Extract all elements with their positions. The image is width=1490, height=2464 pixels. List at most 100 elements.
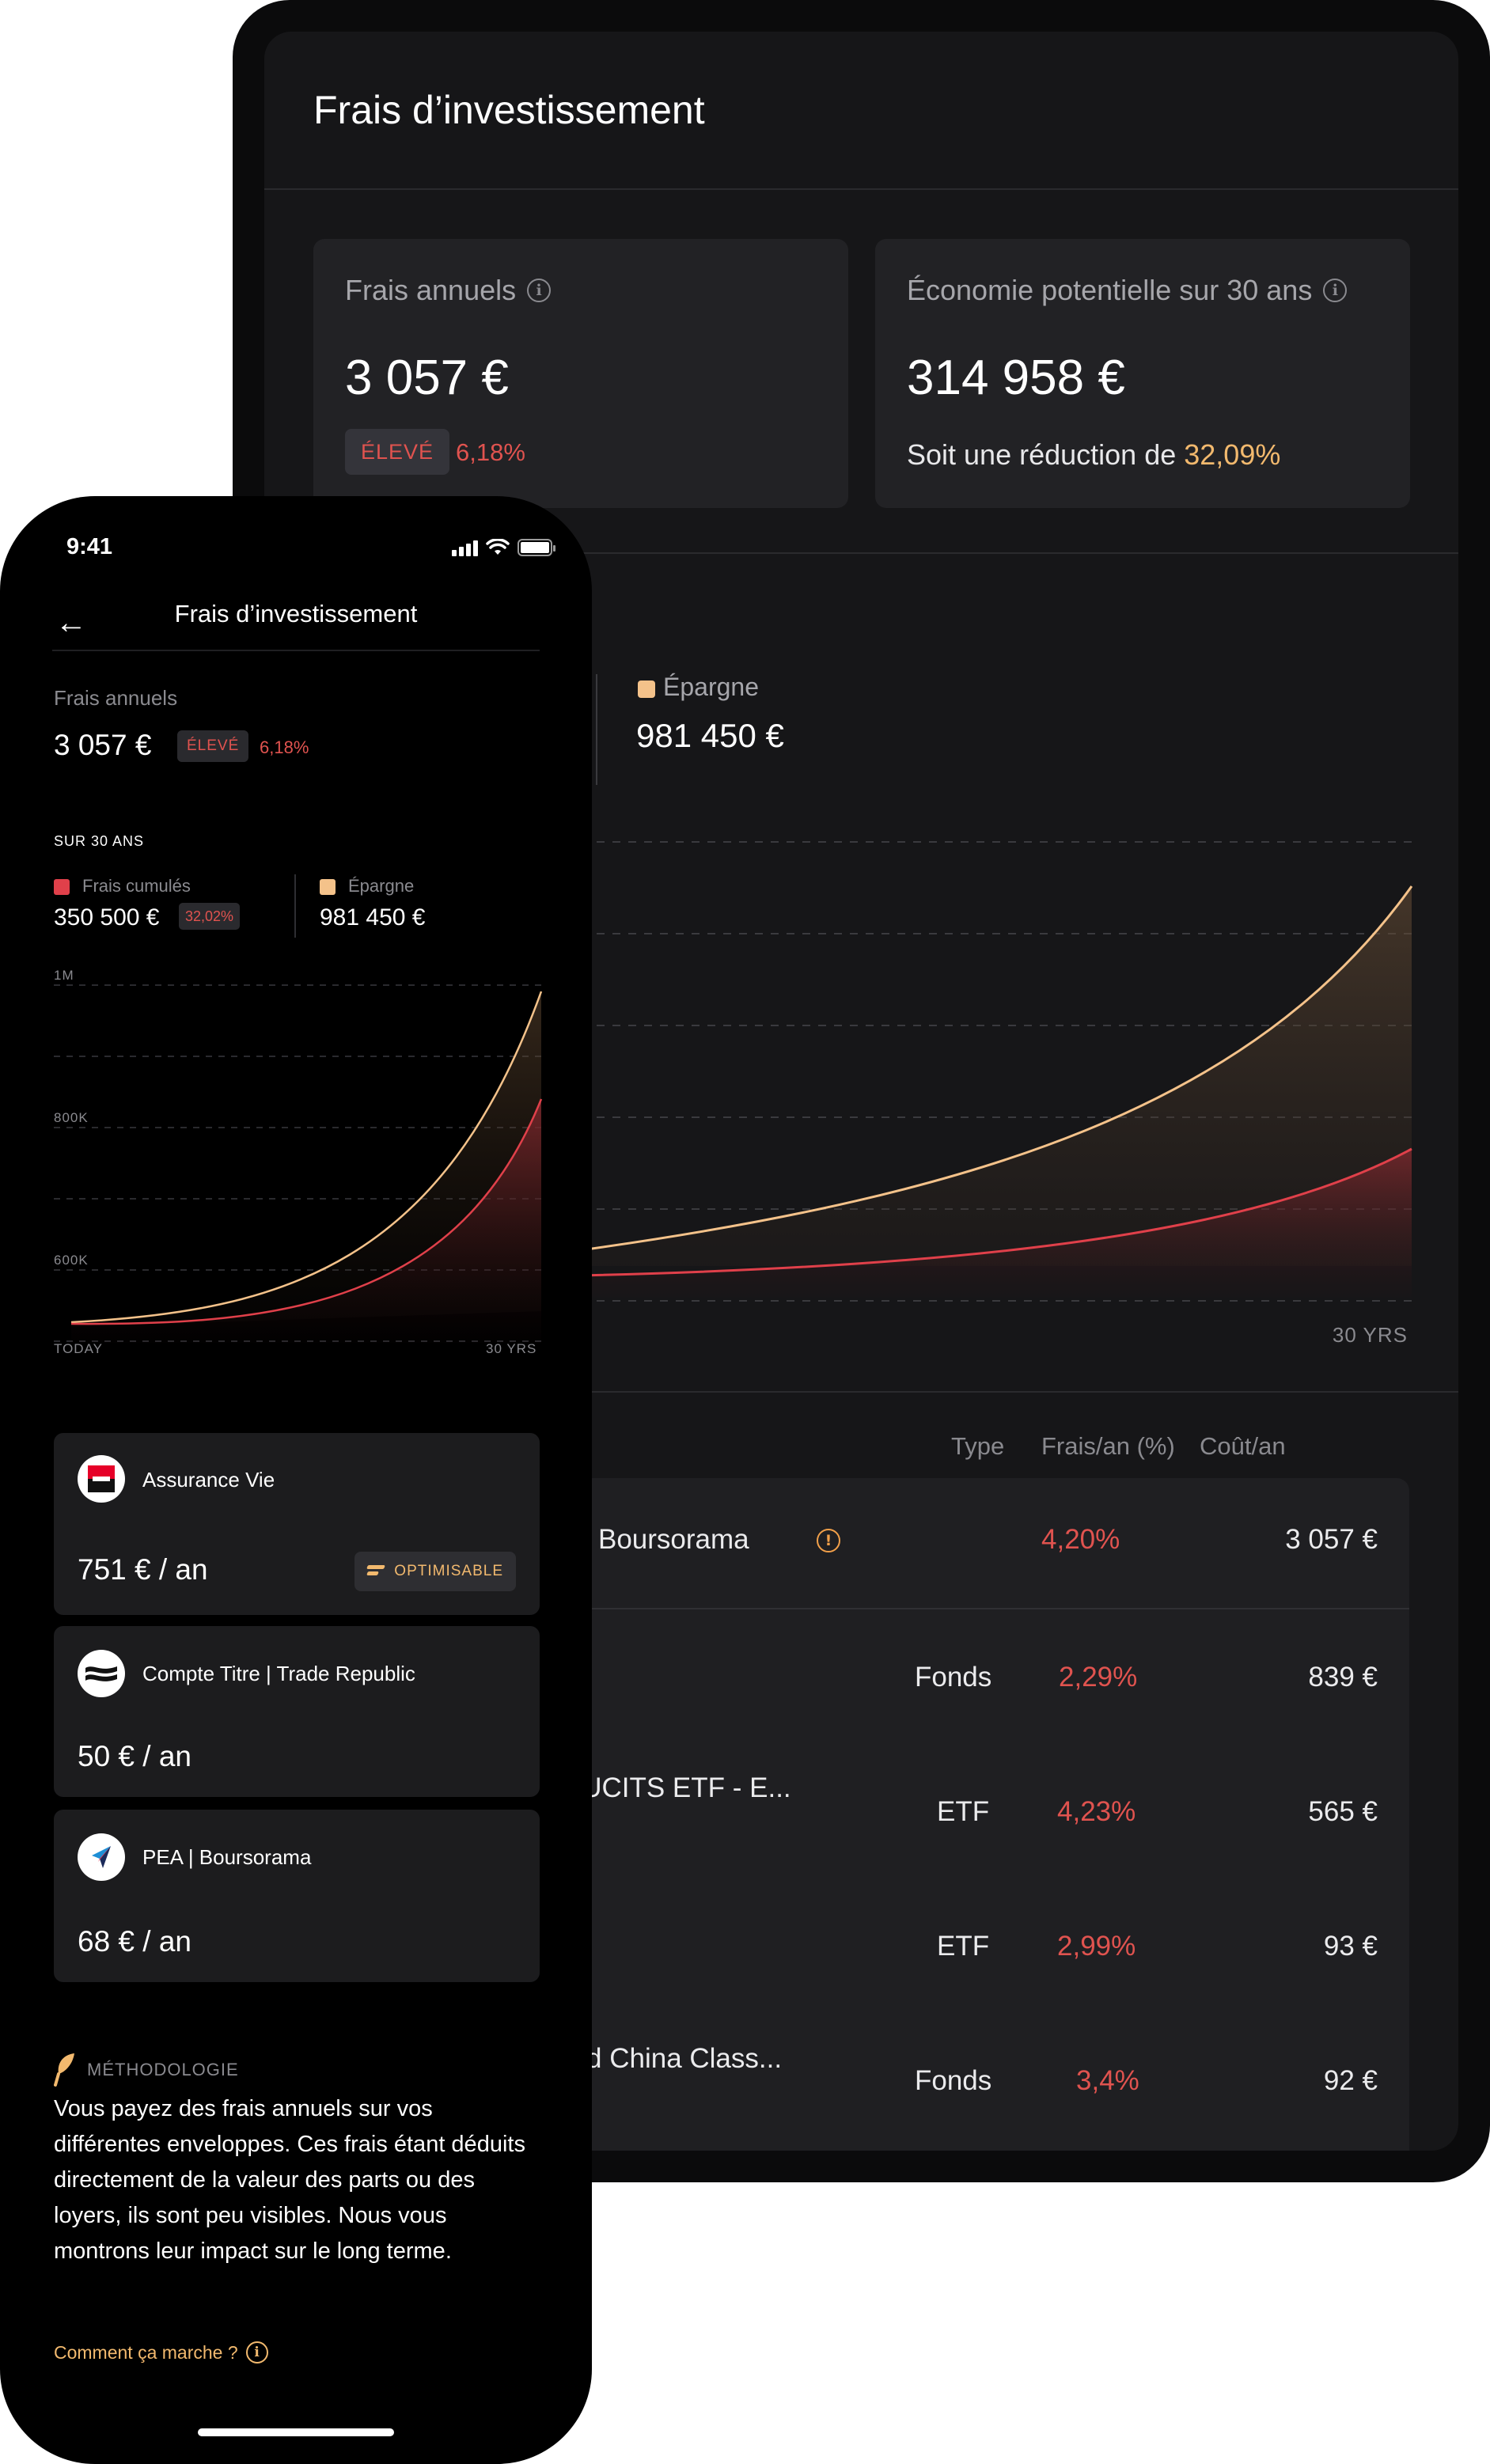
account-card-pea-boursorama[interactable]: PEA | Boursorama 68 € / an (54, 1810, 540, 1982)
savings-line (580, 885, 1413, 1252)
fees-percent: 6,18% (260, 737, 309, 757)
account-card-assurance-vie[interactable]: Assurance Vie 751 € / an OPTIMISABLE (54, 1433, 540, 1615)
methodology-leaf-icon (54, 2053, 74, 2087)
methodology-text: Vous payez des frais annuels sur vos dif… (54, 2096, 525, 2264)
savings-value: 314 958 € (907, 351, 1125, 405)
period-label: SUR 30 ANS (54, 833, 145, 849)
account-card-trade-republic[interactable]: Compte Titre | Trade Republic 50 € / an (54, 1626, 540, 1797)
status-icons (452, 539, 555, 556)
savings-legend-swatch (320, 879, 336, 895)
savings-legend-swatch (638, 680, 655, 698)
group-cost: 3 057 € (1285, 1524, 1378, 1555)
warning-icon[interactable]: ! (817, 1529, 840, 1552)
info-icon[interactable]: i (527, 279, 552, 302)
fees-line (580, 1147, 1412, 1277)
info-icon[interactable]: i (1323, 279, 1348, 302)
optimisable-badge[interactable]: OPTIMISABLE (354, 1552, 516, 1591)
account-name: Compte Titre | Trade Republic (142, 1662, 415, 1685)
savings-line (70, 991, 543, 1324)
savings-legend-value: 981 450 € (320, 904, 426, 931)
fees-area (71, 1099, 541, 1343)
row-cost: 92 € (1323, 2065, 1378, 2096)
fees-legend-value: 350 500 € (54, 904, 160, 931)
reduction-percent: 32,09% (1184, 438, 1281, 471)
methodology-label: MÉTHODOLOGIE (87, 2060, 239, 2079)
how-it-works-link[interactable]: Comment ça marche ? i (54, 2341, 268, 2364)
info-icon: i (245, 2341, 268, 2364)
home-indicator[interactable] (198, 2428, 394, 2436)
account-name: Assurance Vie (142, 1468, 275, 1492)
savings-reduction: Soit une réduction de 32,09% (907, 438, 1280, 472)
fees-legend-label: Frais cumulés (82, 876, 191, 896)
optimize-icon (366, 1565, 386, 1578)
optimisable-label: OPTIMISABLE (394, 1563, 503, 1579)
cards-divider (264, 552, 1458, 554)
annual-fees-value: 3 057 € (54, 729, 152, 761)
header-divider (264, 188, 1458, 190)
projection-chart (54, 984, 543, 1343)
battery-icon (518, 539, 555, 556)
tablet-device: Frais d’investissement Frais annuels i 3… (233, 0, 1490, 2182)
savings-legend-value: 981 450 € (636, 717, 784, 754)
group-rate: 4,20% (1041, 1524, 1120, 1555)
annual-fees-card: Frais annuels i 3 057 € ÉLEVÉ 6,18% (313, 239, 848, 508)
row-rate: 4,23% (1057, 1796, 1136, 1827)
signal-icon (452, 540, 478, 556)
y-axis-label: 800K (54, 1110, 89, 1125)
level-badge: ÉLEVÉ (345, 429, 450, 475)
account-fee: 68 € / an (78, 1925, 192, 1958)
page-title: Frais d’investissement (313, 88, 705, 132)
row-cost: 93 € (1323, 1931, 1378, 1962)
legend-divider (596, 674, 597, 785)
fees-line (70, 1098, 543, 1325)
row-name: hild China Class... (559, 2043, 783, 2074)
col-rate[interactable]: Frais/an (%) (1041, 1432, 1175, 1460)
reduction-prefix: Soit une réduction de (907, 438, 1185, 471)
row-name: d UCITS ETF - E... (559, 1772, 791, 1803)
row-rate: 2,99% (1057, 1931, 1136, 1962)
level-badge: ÉLEVÉ (177, 730, 249, 762)
account-name: PEA | Boursorama (142, 1845, 312, 1869)
row-rate: 3,4% (1076, 2065, 1139, 2096)
chart-divider (264, 1391, 1458, 1393)
annual-fees-label: Frais annuels (54, 686, 178, 710)
account-fee: 751 € / an (78, 1553, 208, 1586)
boursorama-logo (78, 1833, 125, 1881)
how-it-works-label: Comment ça marche ? (54, 2341, 238, 2363)
societe-generale-logo (78, 1455, 125, 1503)
savings-label: Économie potentielle sur 30 ans (907, 274, 1313, 306)
group-name: Boursorama (598, 1524, 749, 1555)
trade-republic-logo (78, 1650, 125, 1697)
row-divider (313, 1608, 1409, 1609)
savings-label-row: Économie potentielle sur 30 ans i (907, 274, 1348, 307)
row-rate: 2,29% (1059, 1662, 1138, 1693)
annual-fees-label: Frais annuels (345, 274, 517, 306)
chart-x-end-label: 30 YRS (1332, 1323, 1408, 1347)
annual-fees-value: 3 057 € (345, 351, 509, 405)
screen-title: Frais d’investissement (174, 600, 418, 627)
arrow-logo-icon (92, 1846, 111, 1868)
savings-area (71, 991, 541, 1327)
bank-logo-mark (88, 1465, 115, 1492)
row-type: Fonds (915, 1662, 992, 1693)
phone-device: 9:41 ← Frais d’investissement Frais annu… (0, 496, 592, 2464)
wave-logo-icon (85, 1666, 117, 1681)
y-axis-label: 1M (54, 968, 74, 983)
back-arrow-icon[interactable]: ← (55, 605, 87, 640)
row-type: ETF (937, 1931, 990, 1962)
y-axis-label: 600K (54, 1253, 89, 1268)
projection-chart (580, 841, 1413, 1302)
x-axis-start: TODAY (54, 1341, 103, 1356)
savings-legend-label: Épargne (348, 876, 415, 896)
row-cost: 839 € (1308, 1662, 1378, 1693)
fees-area (581, 1149, 1412, 1298)
fees-percent: 6,18% (456, 438, 525, 466)
annual-fees-label-row: Frais annuels i (345, 274, 552, 307)
fees-legend-percent: 32,02% (179, 903, 241, 930)
account-fee: 50 € / an (78, 1740, 192, 1772)
fees-legend-swatch (54, 879, 70, 895)
status-time: 9:41 (66, 534, 113, 559)
col-cost[interactable]: Coût/an (1200, 1432, 1286, 1460)
col-type[interactable]: Type (951, 1432, 1005, 1460)
row-type: Fonds (915, 2065, 992, 2096)
